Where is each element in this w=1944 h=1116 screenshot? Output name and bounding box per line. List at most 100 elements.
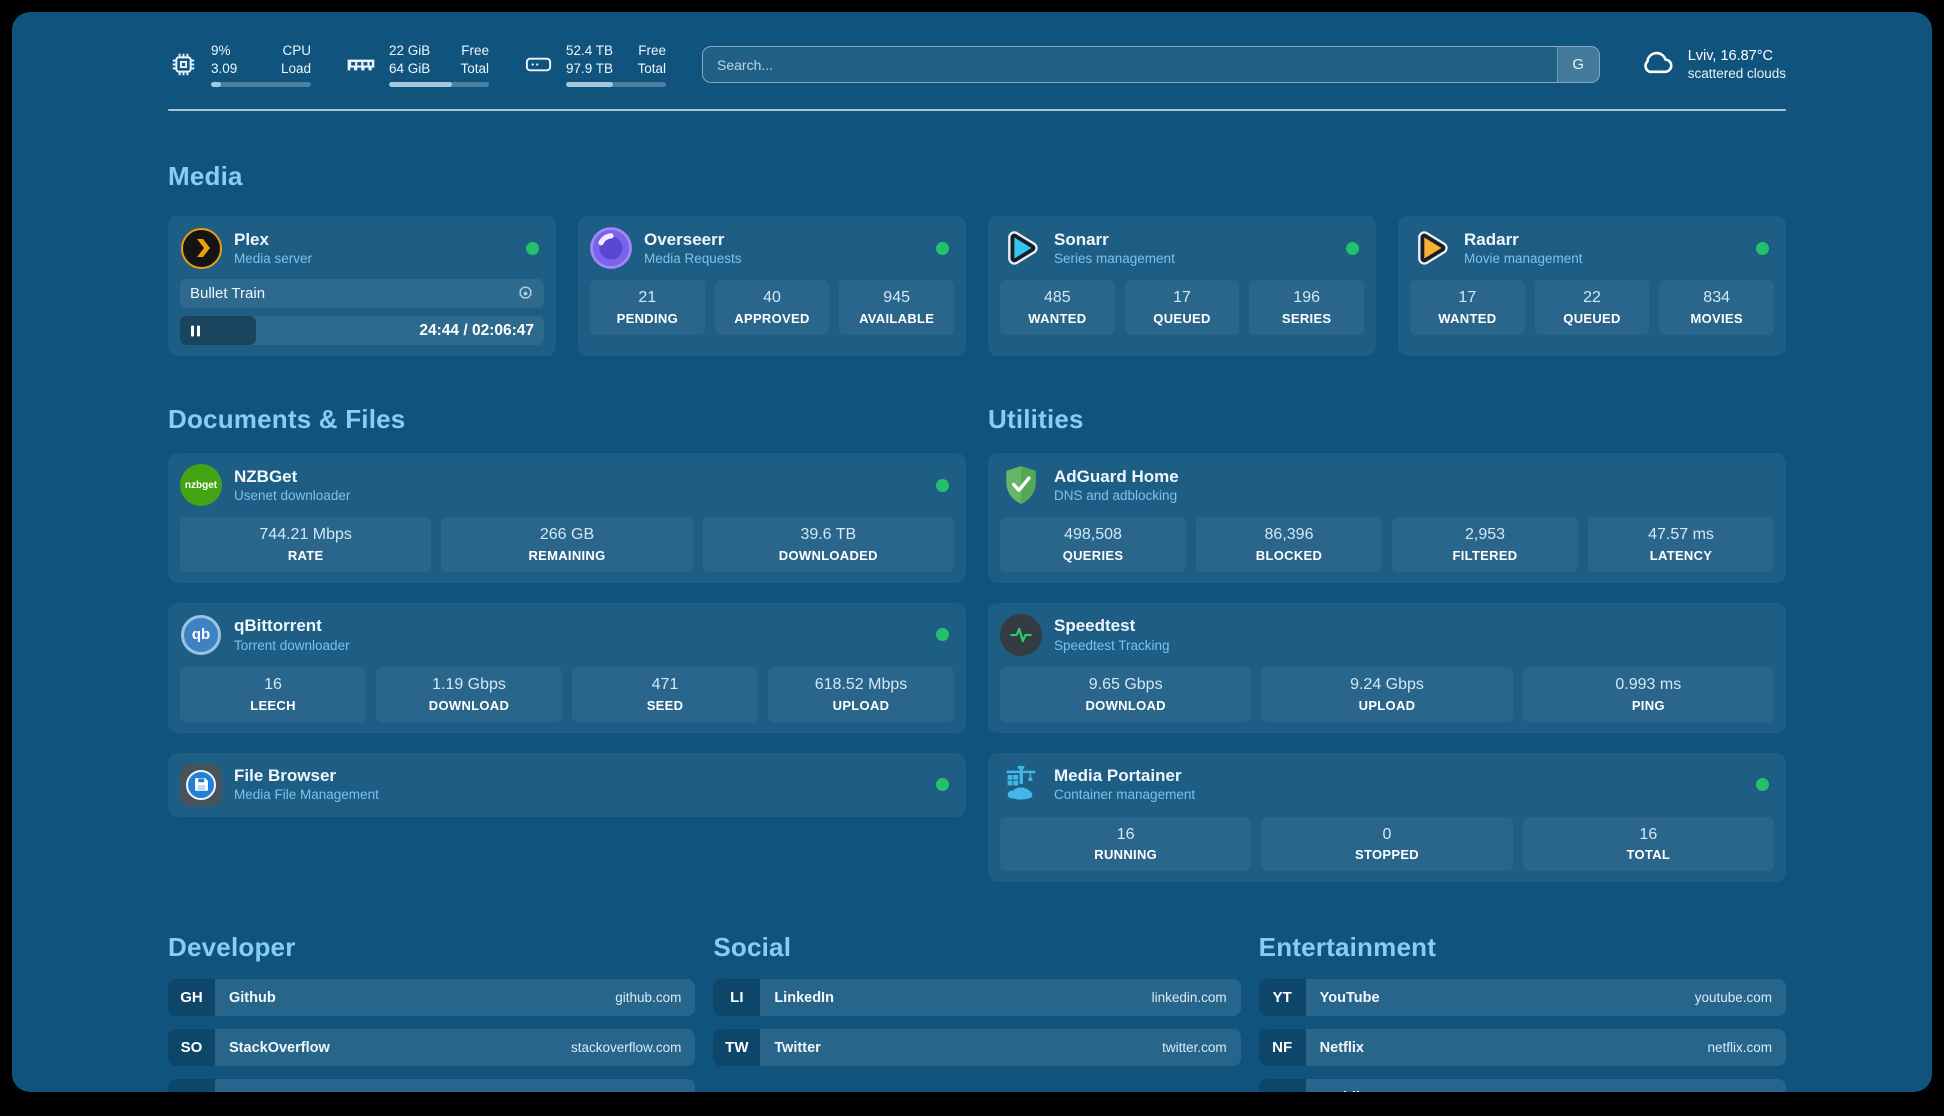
app-title: Overseerr bbox=[644, 229, 725, 249]
bookmark-name: LinkedIn bbox=[774, 989, 834, 1006]
app-card-filebrowser[interactable]: File Browser Media File Management bbox=[168, 752, 966, 817]
bookmark-reddit[interactable]: RE Reddit reddit.com bbox=[1258, 1079, 1786, 1092]
app-title: Sonarr bbox=[1054, 229, 1109, 249]
search-engine-button[interactable]: G bbox=[1556, 47, 1599, 83]
bookmark-name: Netflix bbox=[1319, 1039, 1364, 1056]
app-card-overseerr[interactable]: Overseerr Media Requests 21 PENDING 40 APP… bbox=[578, 216, 966, 357]
stat-tile: 9.65 Gbps DOWNLOAD bbox=[1000, 666, 1252, 722]
stat-tile: 498,508 QUERIES bbox=[1000, 517, 1186, 572]
ram-icon bbox=[345, 49, 377, 81]
section-title-developer: Developer bbox=[168, 932, 296, 963]
bookmark-name: Reddit bbox=[1320, 1090, 1365, 1092]
app-subtitle: DNS and adblocking bbox=[1054, 487, 1178, 503]
section-title-entertainment: Entertainment bbox=[1258, 932, 1437, 963]
bookmark-linkedin[interactable]: LI LinkedIn linkedin.com bbox=[713, 979, 1241, 1017]
status-dot bbox=[936, 478, 949, 492]
dashboard-surface: 9% 3.09 CPU Load bbox=[12, 12, 1932, 1092]
memory-values: 22 GiB 64 GiB bbox=[389, 43, 431, 76]
status-dot bbox=[1756, 778, 1769, 792]
app-card-speedtest[interactable]: Speedtest Speedtest Tracking 9.65 Gbps DO… bbox=[988, 602, 1786, 733]
bookmark-github[interactable]: GH Github github.com bbox=[168, 979, 696, 1017]
stat-tile: 0.993 ms PING bbox=[1522, 666, 1774, 722]
system-stats: 9% 3.09 CPU Load bbox=[168, 42, 666, 88]
section-developer: Developer GH Github github.com SO StackOv… bbox=[168, 932, 696, 1092]
disk-labels: Free Total bbox=[637, 43, 666, 76]
app-subtitle: Torrent downloader bbox=[234, 637, 350, 653]
playback-progressbar[interactable]: 24:44 / 02:06:47 bbox=[180, 316, 544, 346]
app-card-nzbget[interactable]: nzbget NZBGet Usenet downloader 744.21 M… bbox=[168, 453, 966, 583]
stat-tile: 2,953 FILTERED bbox=[1392, 517, 1578, 572]
search-bar[interactable]: G bbox=[702, 46, 1600, 84]
bookmark-url: stackoverflow.com bbox=[571, 1040, 682, 1056]
stat-tile: 744.21 Mbps RATE bbox=[180, 517, 432, 572]
section-title-documents: Documents & Files bbox=[168, 404, 406, 435]
status-dot bbox=[936, 778, 949, 792]
stat-tile: 1.19 Gbps DOWNLOAD bbox=[376, 666, 562, 722]
app-card-sonarr[interactable]: Sonarr Series management 485 WANTED 17 QUE… bbox=[988, 216, 1376, 357]
section-utilities: Utilities bbox=[988, 404, 1786, 883]
app-subtitle: Media Requests bbox=[644, 250, 742, 266]
section-title-media: Media bbox=[168, 161, 243, 192]
weather-widget: Lviv, 16.87°C scattered clouds bbox=[1638, 43, 1786, 86]
app-subtitle: Usenet downloader bbox=[234, 487, 351, 503]
bookmark-twitter[interactable]: TW Twitter twitter.com bbox=[713, 1029, 1241, 1067]
bookmark-abbr: NF bbox=[1258, 1029, 1306, 1067]
stat-tile: 17 QUEUED bbox=[1124, 280, 1240, 335]
memory-stat: 22 GiB 64 GiB Free Total bbox=[345, 42, 489, 88]
bookmark-url: linkedin.com bbox=[1151, 990, 1227, 1006]
app-card-radarr[interactable]: Radarr Movie management 17 WANTED 22 QUEUE… bbox=[1398, 216, 1786, 357]
bookmark-abbr: YT bbox=[1258, 979, 1306, 1017]
stat-tile: 22 QUEUED bbox=[1534, 280, 1650, 335]
app-title: Media Portainer bbox=[1054, 766, 1182, 786]
app-title: Plex bbox=[234, 229, 269, 249]
cpu-progressbar bbox=[211, 82, 311, 88]
status-dot bbox=[1756, 241, 1769, 255]
app-title: Speedtest bbox=[1054, 616, 1136, 636]
overseerr-icon bbox=[590, 227, 632, 270]
cpu-stat: 9% 3.09 CPU Load bbox=[168, 42, 311, 88]
section-title-utilities: Utilities bbox=[988, 404, 1084, 435]
speedtest-icon bbox=[1000, 613, 1042, 656]
section-entertainment: Entertainment YT YouTube youtube.com NF N… bbox=[1258, 932, 1786, 1092]
pause-icon[interactable] bbox=[191, 325, 200, 337]
stat-tile: 196 SERIES bbox=[1249, 280, 1364, 335]
stat-tile: 17 WANTED bbox=[1410, 280, 1525, 335]
app-title: NZBGet bbox=[234, 466, 298, 486]
bookmark-stackoverflow[interactable]: SO StackOverflow stackoverflow.com bbox=[168, 1029, 696, 1067]
stat-tile: 471 SEED bbox=[572, 666, 758, 722]
adguard-icon bbox=[1000, 464, 1042, 506]
header-divider bbox=[168, 109, 1786, 112]
qbittorrent-icon: qb bbox=[180, 614, 222, 656]
gear-icon[interactable] bbox=[517, 285, 534, 302]
stat-tile: 485 WANTED bbox=[1000, 280, 1115, 335]
bookmark-dev[interactable]: DT DEV dev.to bbox=[168, 1079, 696, 1092]
disk-values: 52.4 TB 97.9 TB bbox=[566, 43, 614, 76]
bookmark-url: twitter.com bbox=[1162, 1040, 1227, 1056]
search-input[interactable] bbox=[703, 47, 1557, 83]
app-title: Radarr bbox=[1464, 229, 1519, 249]
weather-condition: scattered clouds bbox=[1687, 66, 1786, 82]
bookmark-name: Twitter bbox=[774, 1039, 821, 1056]
app-subtitle: Media File Management bbox=[234, 787, 379, 803]
stat-tile: 39.6 TB DOWNLOADED bbox=[702, 517, 954, 572]
app-card-adguard[interactable]: AdGuard Home DNS and adblocking 498,508 Q… bbox=[988, 453, 1786, 583]
app-subtitle: Media server bbox=[234, 250, 313, 266]
app-subtitle: Series management bbox=[1054, 250, 1175, 266]
app-title: File Browser bbox=[234, 766, 337, 786]
stat-tile: 47.57 ms LATENCY bbox=[1588, 517, 1774, 572]
bookmark-netflix[interactable]: NF Netflix netflix.com bbox=[1258, 1029, 1786, 1067]
filebrowser-icon bbox=[180, 763, 222, 806]
bookmark-youtube[interactable]: YT YouTube youtube.com bbox=[1258, 979, 1786, 1017]
app-title: qBittorrent bbox=[234, 616, 322, 636]
stat-tile: 0 STOPPED bbox=[1261, 816, 1513, 872]
bookmark-name: StackOverflow bbox=[229, 1039, 330, 1056]
bookmark-abbr: LI bbox=[713, 979, 761, 1017]
weather-location: Lviv, 16.87°C bbox=[1687, 48, 1774, 65]
stat-tile: 945 AVAILABLE bbox=[839, 280, 954, 335]
app-subtitle: Movie management bbox=[1464, 250, 1583, 266]
stat-tile: 16 LEECH bbox=[180, 666, 366, 722]
app-card-qbittorrent[interactable]: qb qBittorrent Torrent downloader 16 LEEC… bbox=[168, 602, 966, 733]
app-card-plex[interactable]: Plex Media server Bullet Train bbox=[168, 216, 556, 357]
bookmark-url: dev.to bbox=[646, 1090, 682, 1092]
app-card-portainer[interactable]: Media Portainer Container management 16 R… bbox=[988, 752, 1786, 883]
